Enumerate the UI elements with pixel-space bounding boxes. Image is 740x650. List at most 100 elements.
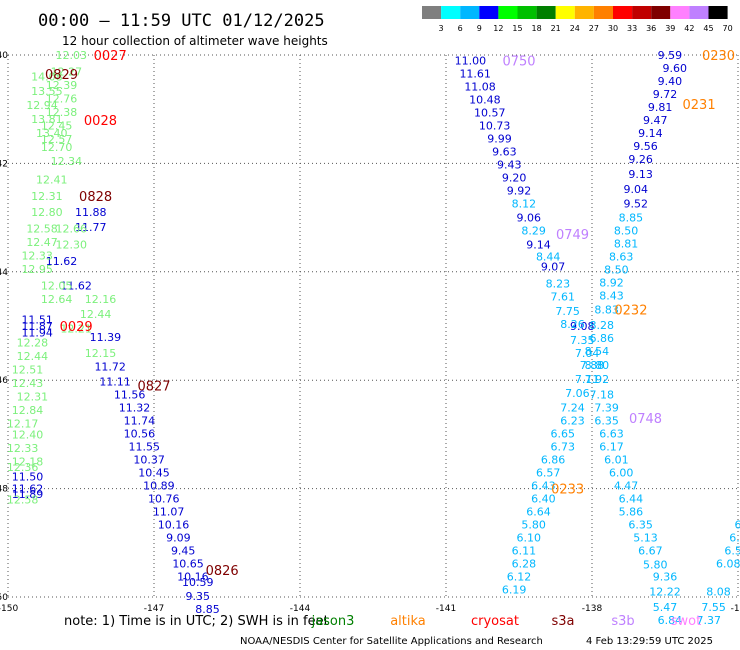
y-tick-label: -48	[0, 485, 8, 495]
wave-height-label: 11.62	[46, 255, 78, 268]
wave-height-label: 12.15	[85, 347, 117, 360]
legend-swatch	[593, 6, 613, 19]
wave-height-label: 7.75	[555, 305, 580, 318]
legend-swatch	[536, 6, 556, 19]
wave-height-label: 6.12	[507, 570, 532, 583]
pass-time-label: 0232	[614, 304, 647, 319]
wave-height-label: 10.48	[469, 93, 501, 106]
y-tick-label: -42	[0, 159, 8, 169]
wave-height-label: 7.37	[697, 614, 722, 627]
wave-height-label: 6.23	[560, 414, 585, 427]
wave-height-label: 6.10	[516, 531, 541, 544]
satellite-name: swot	[671, 614, 701, 629]
legend-swatch	[498, 6, 518, 19]
footer-timestamp: 4 Feb 13:29:59 UTC 2025	[586, 636, 713, 647]
pass-time-label: 0826	[206, 564, 239, 579]
wave-height-label: 6	[735, 518, 740, 531]
wave-height-label: 6.28	[512, 557, 537, 570]
wave-height-label: 12.70	[41, 141, 73, 154]
wave-height-label: 7.04	[575, 347, 600, 360]
wave-height-label: 9.08	[570, 320, 595, 333]
wave-height-label: 14.08	[31, 71, 63, 84]
wave-height-label: 8.54	[585, 345, 610, 358]
pass-time-label: 0827	[137, 380, 170, 395]
wave-height-label: 12.31	[17, 390, 49, 403]
wave-height-label: 12.31	[31, 190, 63, 203]
legend-swatch	[689, 6, 709, 19]
wave-height-label: 13.81	[31, 113, 63, 126]
wave-height-label: 8.50	[604, 264, 629, 277]
wave-height-label: 10.37	[133, 453, 165, 466]
satellite-name: s3b	[611, 614, 634, 629]
wave-height-label: 11.62	[12, 483, 44, 496]
wave-height-label: 12.30	[56, 239, 88, 252]
pass-time-label: 0829	[45, 68, 78, 83]
wave-height-label: 7.55	[701, 601, 726, 614]
pass-time-label: 0750	[502, 54, 535, 69]
wave-height-label: 11.32	[119, 401, 151, 414]
legend-label: 45	[703, 24, 713, 33]
satellite-name: jason3	[311, 614, 355, 629]
legend-label: 15	[512, 24, 522, 33]
pass-time-label: 0231	[683, 98, 716, 113]
wave-height-label: 12.33	[7, 442, 39, 455]
wave-height-label: 12.39	[46, 79, 78, 92]
wave-height-label: 6.86	[541, 453, 566, 466]
wave-height-label: 6.86	[589, 332, 614, 345]
y-tick-label: -46	[0, 376, 8, 386]
wave-height-label: 12.95	[21, 263, 53, 276]
x-tick-label: -150	[0, 604, 18, 614]
wave-height-label: 11.94	[21, 327, 53, 340]
wave-height-label: 8.63	[609, 251, 634, 264]
chart-title: 00:00 – 11:59 UTC 01/12/2025	[38, 11, 325, 31]
wave-height-label: 8.83	[594, 304, 619, 317]
wave-height-label: 9.07	[541, 260, 566, 273]
wave-height-label: 7.92	[585, 373, 610, 386]
wave-height-label: 6.57	[536, 466, 561, 479]
legend-swatch	[708, 6, 728, 19]
legend-swatch	[632, 6, 652, 19]
pass-time-label: 0828	[79, 190, 112, 205]
pass-time-label: 0028	[84, 114, 117, 129]
legend-swatch	[460, 6, 480, 19]
wave-height-label: 12.44	[17, 350, 49, 363]
wave-height-label: 9.04	[624, 183, 649, 196]
grid-lines	[7, 54, 739, 598]
wave-height-label: 6.73	[551, 440, 576, 453]
wave-height-label: 6.64	[526, 505, 551, 518]
wave-height-label: 6.5	[724, 544, 740, 557]
legend-swatch	[651, 6, 671, 19]
x-tick-label: -138	[582, 604, 603, 614]
legend-swatch	[479, 6, 499, 19]
wave-height-label: 10.76	[148, 492, 180, 505]
wave-height-label: 11.11	[99, 375, 131, 388]
legend-label: 24	[570, 24, 580, 33]
wave-height-label: 9.59	[658, 49, 683, 62]
satellite-name: cryosat	[471, 614, 519, 629]
wave-height-label: 9.40	[658, 75, 683, 88]
legend-swatch	[517, 6, 537, 19]
legend-label: 33	[627, 24, 637, 33]
wave-height-label: 11.88	[75, 206, 107, 219]
wave-height-label: 9.56	[633, 140, 658, 153]
wave-height-label: 6.00	[609, 466, 634, 479]
wave-height-label: 6.67	[638, 544, 663, 557]
wave-height-label: 10.16	[158, 518, 190, 531]
wave-height-label: 11.87	[21, 320, 53, 333]
wave-height-label: 4.47	[614, 479, 639, 492]
wave-height-label: 12.21	[60, 323, 92, 336]
wave-height-label: 9.36	[653, 570, 678, 583]
pass-time-label: 0027	[94, 49, 127, 64]
x-tick-label: -144	[290, 604, 311, 614]
wave-height-label: 6.84	[658, 614, 683, 627]
x-tick-label: -147	[144, 604, 164, 614]
wave-height-label: 9.60	[662, 62, 687, 75]
wave-height-label: 8.08	[706, 586, 731, 599]
wave-height-label: 12.51	[12, 363, 44, 376]
wave-height-label: 5.80	[521, 518, 546, 531]
wave-height-label: 8.12	[512, 198, 537, 211]
wave-height-label: 6.43	[531, 479, 556, 492]
wave-height-label: 12.57	[41, 133, 73, 146]
wave-height-label: 11.72	[94, 361, 126, 374]
